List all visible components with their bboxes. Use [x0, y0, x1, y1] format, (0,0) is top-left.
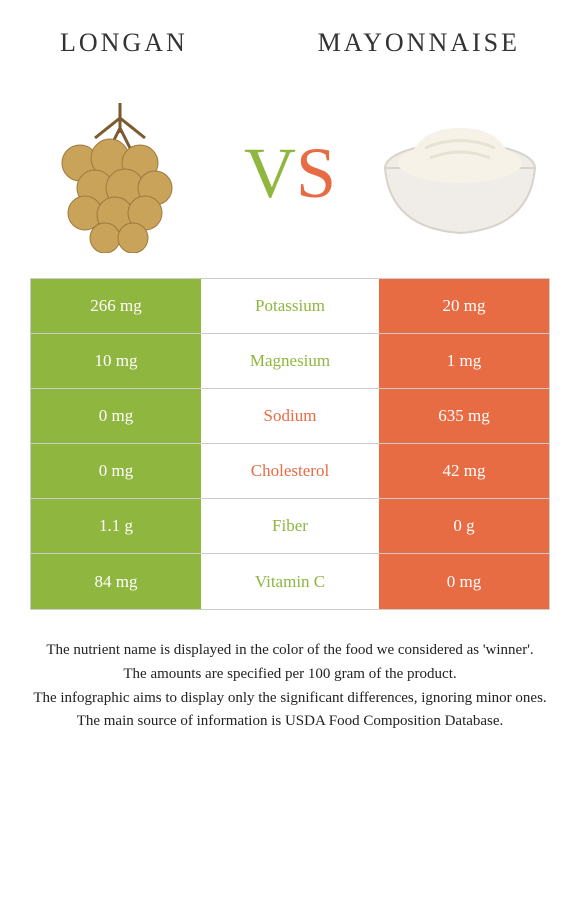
cell-left-value: 0 mg [31, 444, 201, 498]
cell-left-value: 84 mg [31, 554, 201, 609]
cell-nutrient-name: Vitamin C [201, 554, 379, 609]
cell-right-value: 0 mg [379, 554, 549, 609]
title-right: MAYONNAISE [318, 28, 520, 58]
cell-right-value: 635 mg [379, 389, 549, 443]
footer-line-3: The infographic aims to display only the… [20, 688, 560, 710]
mayonnaise-image [370, 93, 550, 253]
cell-right-value: 20 mg [379, 279, 549, 333]
table-row: 10 mgMagnesium1 mg [31, 334, 549, 389]
cell-right-value: 1 mg [379, 334, 549, 388]
cell-left-value: 0 mg [31, 389, 201, 443]
header: LONGAN MAYONNAISE [0, 0, 580, 58]
cell-nutrient-name: Fiber [201, 499, 379, 553]
table-row: 0 mgSodium635 mg [31, 389, 549, 444]
vs-label: VS [244, 132, 336, 215]
vs-s: S [296, 133, 336, 213]
table-row: 0 mgCholesterol42 mg [31, 444, 549, 499]
cell-nutrient-name: Potassium [201, 279, 379, 333]
nutrient-table: 266 mgPotassium20 mg10 mgMagnesium1 mg0 … [30, 278, 550, 610]
cell-nutrient-name: Cholesterol [201, 444, 379, 498]
table-row: 84 mgVitamin C0 mg [31, 554, 549, 609]
table-row: 266 mgPotassium20 mg [31, 279, 549, 334]
footer-notes: The nutrient name is displayed in the co… [0, 610, 580, 733]
cell-right-value: 0 g [379, 499, 549, 553]
images-row: VS [0, 58, 580, 258]
footer-line-2: The amounts are specified per 100 gram o… [20, 664, 560, 686]
cell-right-value: 42 mg [379, 444, 549, 498]
cell-left-value: 1.1 g [31, 499, 201, 553]
longan-image [30, 93, 210, 253]
cell-left-value: 266 mg [31, 279, 201, 333]
cell-nutrient-name: Sodium [201, 389, 379, 443]
vs-v: V [244, 133, 296, 213]
footer-line-1: The nutrient name is displayed in the co… [20, 640, 560, 662]
cell-nutrient-name: Magnesium [201, 334, 379, 388]
title-left: LONGAN [60, 28, 188, 58]
table-row: 1.1 gFiber0 g [31, 499, 549, 554]
cell-left-value: 10 mg [31, 334, 201, 388]
footer-line-4: The main source of information is USDA F… [20, 711, 560, 733]
